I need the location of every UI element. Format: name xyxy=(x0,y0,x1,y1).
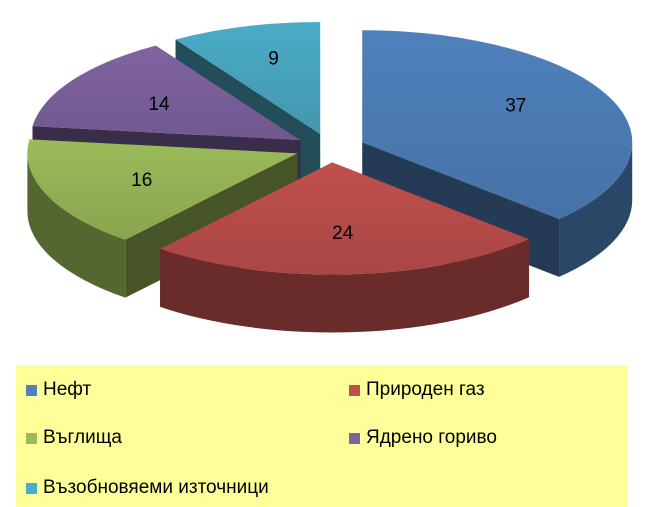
legend-swatch-yadreno-gorivo xyxy=(349,432,360,444)
data-label-vaglishta: 16 xyxy=(131,170,152,191)
slice-top-yadreno-gorivo xyxy=(32,45,301,141)
legend-item-yadreno-gorivo: Ядрено гориво xyxy=(349,427,497,449)
data-labels: 37 24 16 14 9 xyxy=(131,48,526,244)
legend-item-prirodny-gaz: Природен газ xyxy=(349,379,485,401)
legend-swatch-vazobnovyaemi xyxy=(26,482,37,494)
slice-side-neft xyxy=(559,142,633,277)
legend-swatch-vaglishta xyxy=(26,432,37,444)
pie-chart: 37 24 16 14 9 xyxy=(27,22,633,333)
legend-item-vaglishta: Въглища xyxy=(26,427,122,449)
data-label-neft: 37 xyxy=(505,96,526,117)
legend-label-neft: Нефт xyxy=(43,379,92,400)
legend-swatch-neft xyxy=(26,384,37,396)
legend-item-neft: Нефт xyxy=(26,379,91,401)
slice-top-prirodny-gaz xyxy=(160,162,530,275)
data-label-prirodny-gaz: 24 xyxy=(332,223,354,244)
slice-side-vaglishta xyxy=(27,153,126,298)
legend-item-vazobnovyaemi: Възобновяеми източници xyxy=(26,477,269,499)
legend-label-yadreno-gorivo: Ядрено гориво xyxy=(366,427,497,448)
slice-top-neft xyxy=(362,30,633,219)
legend-label-vaglishta: Въглища xyxy=(43,427,122,448)
legend-label-vazobnovyaemi: Възобновяеми източници xyxy=(43,477,269,498)
slice-side-prirodny-gaz xyxy=(160,239,530,333)
legend-label-prirodny-gaz: Природен газ xyxy=(366,379,485,400)
legend-swatch-prirodny-gaz xyxy=(349,384,360,396)
data-label-vazobnovyaemi: 9 xyxy=(268,48,279,69)
pie-sides xyxy=(27,22,633,333)
slice-top-vazobnovyaemi xyxy=(175,22,321,135)
chart-legend: Нефт Природен газ Въглища Ядрено гориво … xyxy=(16,365,628,507)
slice-top-vaglishta xyxy=(27,139,298,240)
data-label-yadreno-gorivo: 14 xyxy=(148,94,170,115)
slice-prirodny-gaz xyxy=(160,162,530,333)
